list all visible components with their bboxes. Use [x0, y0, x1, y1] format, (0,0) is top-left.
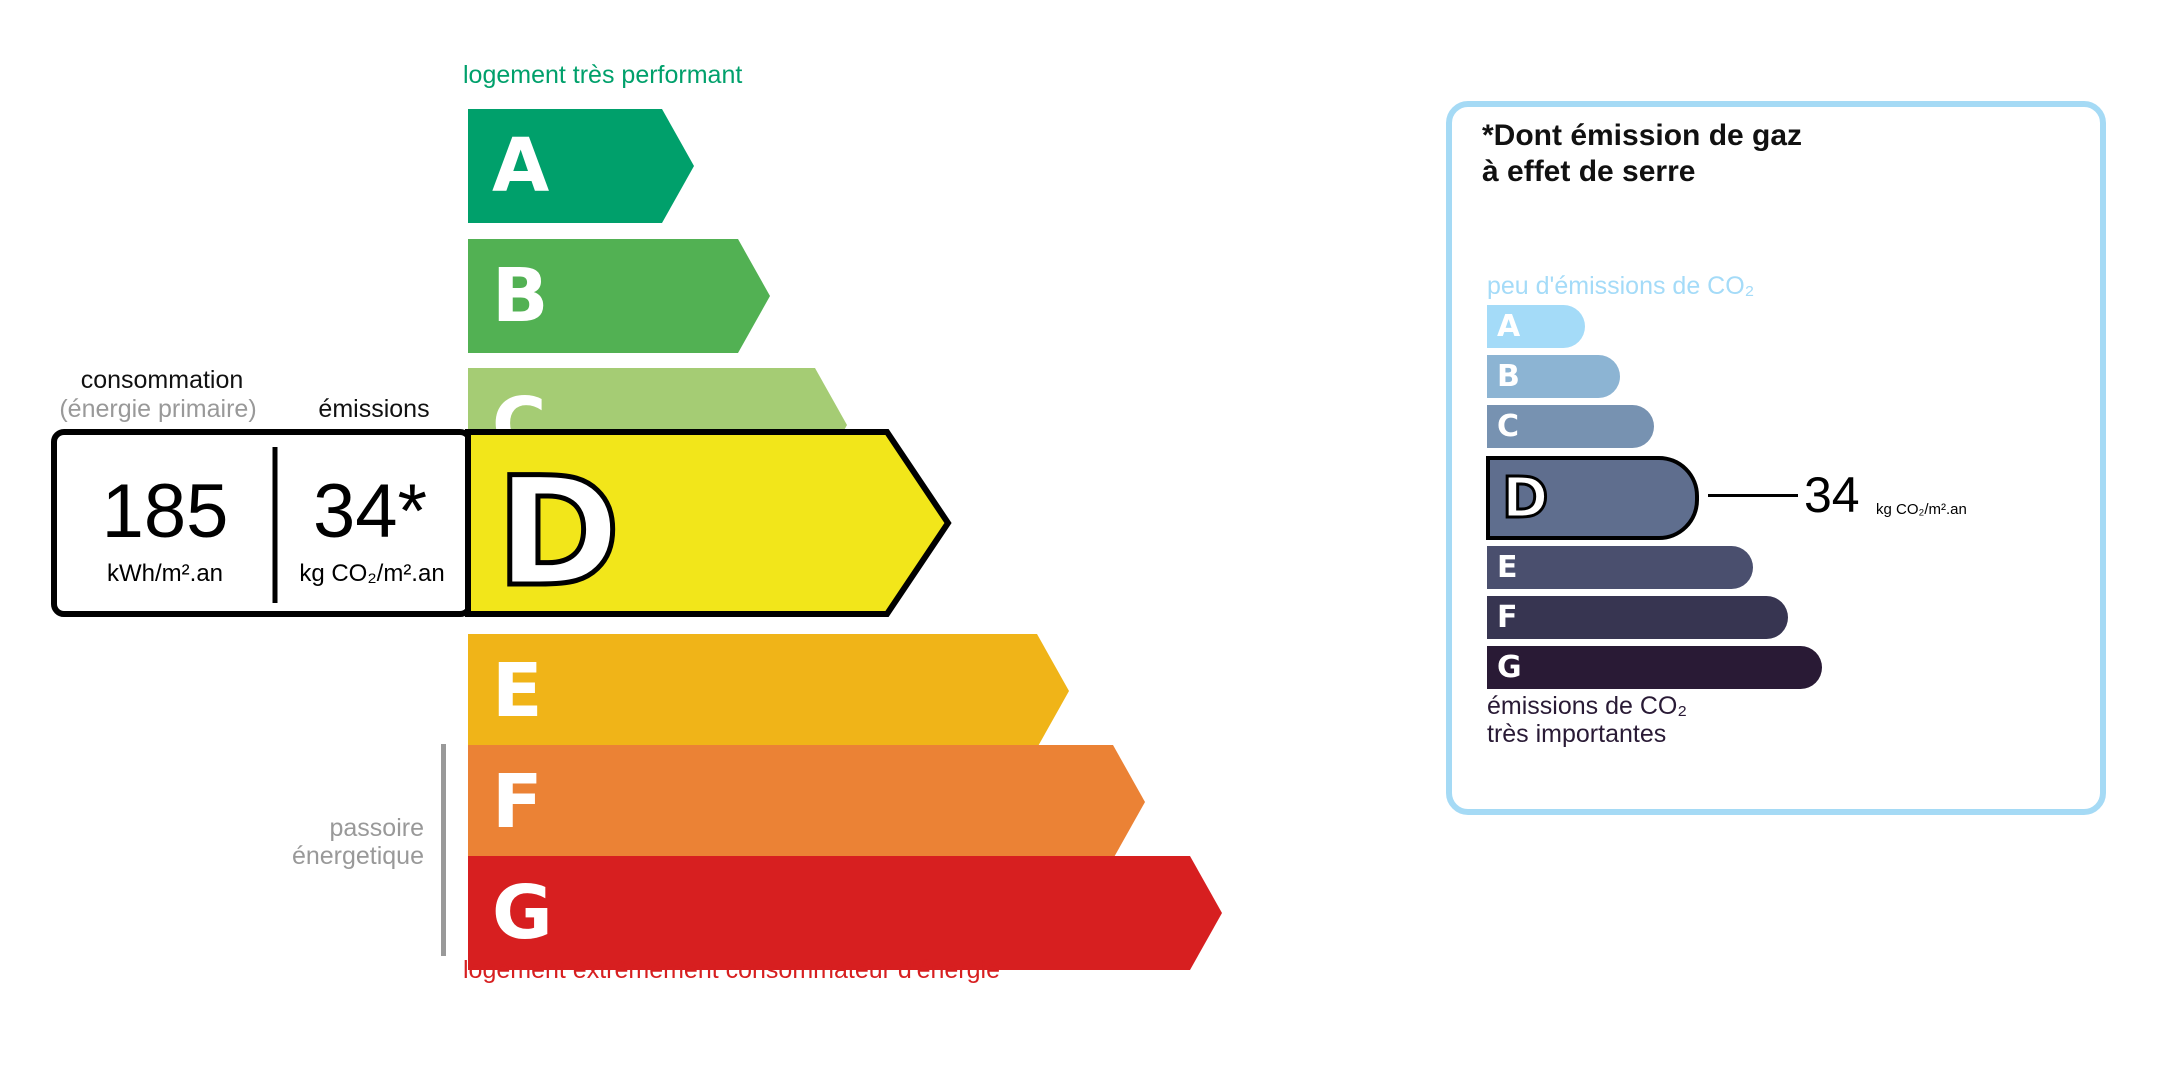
consumption-sublabel: (énergie primaire)	[59, 395, 257, 423]
ges-value: 34	[1804, 467, 1860, 523]
energy-class-e: E	[468, 634, 1069, 748]
ges-class-e: E	[1487, 546, 1753, 589]
class-letter: B	[492, 253, 549, 339]
ges-bottom-label-1: émissions de CO₂	[1487, 692, 1688, 720]
class-letter: B	[1497, 359, 1520, 394]
ges-class-d: D	[1486, 456, 1699, 540]
ges-unit: kg CO₂/m².an	[1876, 501, 1967, 518]
passoire-bar	[441, 744, 446, 956]
ges-title-line2: à effet de serre	[1482, 155, 1696, 188]
class-letter: C	[1497, 409, 1520, 444]
ges-pointer-line	[1708, 494, 1798, 497]
ges-class-g: G	[1487, 646, 1822, 689]
emissions-value: 34*	[312, 469, 428, 554]
energy-class-b: B	[468, 239, 770, 353]
passoire-label-2: énergetique	[291, 842, 424, 870]
energy-class-f: F	[468, 745, 1145, 859]
energy-class-a: A	[468, 109, 694, 223]
ges-class-b: B	[1487, 355, 1620, 398]
top-label: logement très performant	[463, 61, 743, 89]
consumption-unit: kWh/m².an	[106, 560, 224, 587]
class-letter: E	[492, 648, 543, 734]
consumption-label: consommation	[80, 366, 244, 394]
class-letter: A	[492, 123, 550, 209]
bottom-label: logement extrêmement consommateur d'éner…	[463, 956, 1000, 984]
passoire-label: passoire	[329, 814, 425, 842]
class-letter-d: D	[1500, 464, 1550, 532]
class-letter: G	[1497, 650, 1522, 685]
consumption-value: 185	[101, 469, 229, 554]
energy-class-d	[465, 429, 952, 617]
class-letter: F	[1497, 600, 1518, 635]
class-letter-d: D	[496, 446, 621, 620]
ges-bottom-label-2: très importantes	[1487, 720, 1667, 748]
class-letter: A	[1497, 309, 1521, 344]
class-letter: G	[492, 870, 553, 956]
ges-panel	[1446, 101, 2106, 815]
ges-title-line1: *Dont émission de gaz	[1482, 119, 1803, 152]
emissions-label: émissions	[318, 395, 430, 423]
emissions-unit: kg CO₂/m².an	[299, 560, 445, 587]
ges-class-f: F	[1487, 596, 1788, 639]
ges-class-a: A	[1487, 305, 1585, 348]
class-letter: E	[1497, 550, 1518, 585]
ges-class-c: C	[1487, 405, 1654, 448]
energy-class-g: G	[468, 856, 1222, 970]
class-letter: F	[492, 759, 543, 845]
energy-class-d-highlight: D	[51, 429, 952, 623]
ges-top-label: peu d'émissions de CO₂	[1487, 272, 1755, 300]
